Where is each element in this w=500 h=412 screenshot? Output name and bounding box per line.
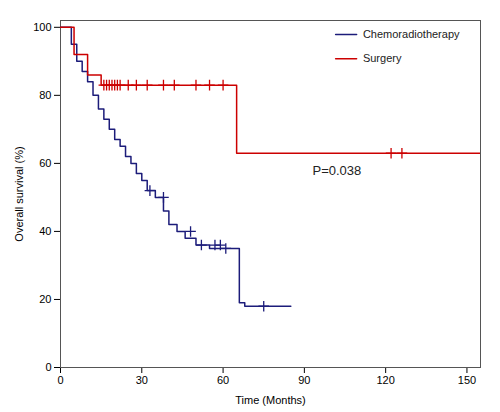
- svg-text:60: 60: [39, 157, 51, 169]
- svg-text:0: 0: [57, 374, 63, 386]
- svg-text:30: 30: [136, 374, 148, 386]
- svg-text:150: 150: [458, 374, 476, 386]
- svg-text:Surgery: Surgery: [363, 52, 402, 64]
- svg-text:Chemoradiotherapy: Chemoradiotherapy: [363, 28, 460, 40]
- svg-text:60: 60: [217, 374, 229, 386]
- svg-text:0: 0: [45, 361, 51, 373]
- svg-text:120: 120: [376, 374, 394, 386]
- svg-text:80: 80: [39, 89, 51, 101]
- svg-text:Time (Months): Time (Months): [235, 394, 306, 406]
- svg-text:40: 40: [39, 225, 51, 237]
- svg-text:20: 20: [39, 293, 51, 305]
- svg-text:90: 90: [298, 374, 310, 386]
- svg-text:100: 100: [33, 21, 51, 33]
- svg-text:Overall survival (%): Overall survival (%): [13, 146, 25, 241]
- svg-text:P=0.038: P=0.038: [313, 163, 362, 178]
